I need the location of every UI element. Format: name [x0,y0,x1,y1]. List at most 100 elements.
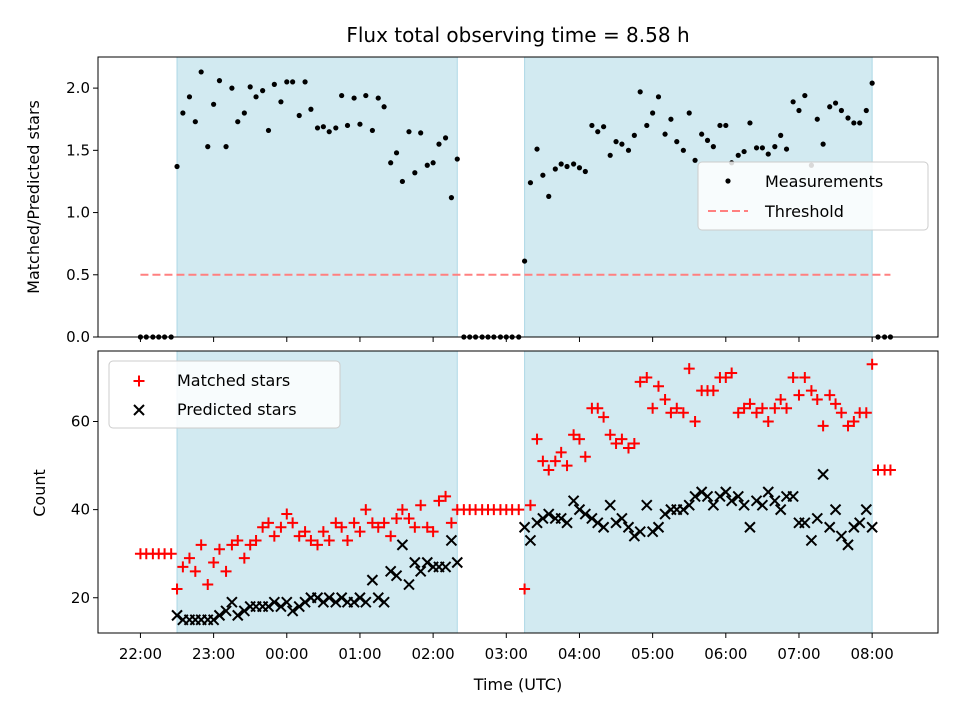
matched-point [421,521,433,533]
matched-point [805,385,817,397]
measurement-point [857,120,863,126]
matched-point [866,358,878,370]
matched-point [769,402,781,414]
predicted-points [171,468,878,626]
matched-point [604,429,616,441]
matched-point [884,464,896,476]
xtick-label: 03:00 [485,645,528,663]
measurement-point [436,141,442,147]
predicted-point [390,570,403,582]
matched-point [336,521,348,533]
matched-point [848,416,860,427]
measurement-point [534,146,540,152]
predicted-point [360,596,372,608]
measurement-point [344,122,351,129]
measurement-point [333,125,339,131]
measurement-point [320,124,326,130]
matched-point [598,411,610,423]
predicted-point [744,521,756,533]
measurement-point [174,163,180,170]
measurement-point [180,110,186,116]
top-ylabel: Matched/Predicted stars [24,100,43,294]
measurement-point [717,122,723,129]
matched-point [628,438,640,450]
matched-point [817,420,829,432]
predicted-point [610,517,622,529]
predicted-point [769,495,781,507]
matched-point [409,521,421,533]
predicted-point [707,499,720,511]
predicted-point [579,508,592,520]
matched-point [312,539,324,551]
measurement-point [351,95,357,101]
measurement-point [851,120,857,126]
xtick-label: 02:00 [412,645,455,663]
predicted-point [299,596,311,608]
predicted-point [817,468,829,481]
matched-point [342,534,354,546]
matched-point [830,398,842,410]
predicted-point [348,596,360,608]
xtick-label: 23:00 [192,645,235,663]
matched-point [524,499,536,511]
measurement-point [790,99,796,105]
predicted-point [616,512,628,525]
matched-point [634,376,646,388]
measurement-point [406,129,412,135]
measurement-point [863,107,869,114]
matched-point [543,464,555,476]
measurement-point [363,92,369,99]
measurement-point [595,129,601,135]
top-panel: 0.00.51.01.52.0 Matched/Predicted stars … [24,56,939,346]
matched-point [445,517,457,529]
measurement-point [680,147,686,153]
predicted-point [232,609,244,622]
matched-point [378,517,390,529]
measurement-point [399,178,405,185]
predicted-point [634,525,646,538]
matched-point [396,504,408,516]
matched-point [787,371,799,383]
legend-matched-label: Matched stars [177,371,290,390]
predicted-point [842,539,854,551]
measurement-point [686,110,692,116]
matched-point [305,534,317,546]
predicted-point [829,503,842,516]
measurement-point [241,110,247,116]
measurement-point [820,141,826,147]
matched-point [537,455,549,467]
measurement-point [747,120,753,126]
measurement-point [735,152,741,158]
matched-point [793,389,805,401]
matched-point [738,402,750,414]
predicted-point [262,600,275,613]
predicted-point [860,503,873,516]
predicted-point [220,605,232,617]
matched-point [762,416,774,427]
xtick-label: 04:00 [558,645,601,663]
legend-measurement-marker [725,178,731,184]
matched-point [433,495,445,507]
predicted-point [848,521,860,533]
matched-point [775,393,787,405]
predicted-point [866,521,878,533]
matched-point [232,534,244,546]
matched-point [208,557,220,568]
measurement-point [253,94,259,100]
matched-point [641,371,653,383]
xtick-label: 22:00 [119,645,162,663]
measurement-point [308,106,314,112]
measurement-point [869,80,875,86]
predicted-point [762,486,774,498]
matched-point [756,402,768,414]
predicted-point [604,499,616,511]
matched-point [744,398,756,410]
measurement-point [619,141,625,147]
matched-point [610,438,622,450]
predicted-point [701,490,714,503]
measurement-point [540,172,546,178]
predicted-point [750,495,763,507]
bottom-ylabel: Count [30,469,49,517]
measurement-point [546,193,552,199]
